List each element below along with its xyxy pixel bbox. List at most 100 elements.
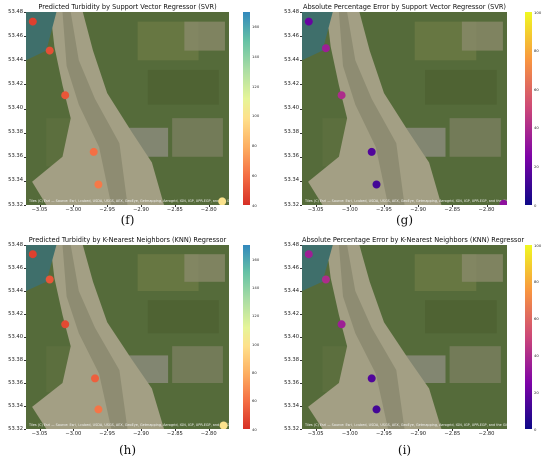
colorbar-tick-label: 120 (252, 83, 260, 89)
colorbar-tick-label: 40 (252, 426, 257, 432)
map-plot-area: Tiles (C) Esri — Source: Esri, i-cubed, … (302, 245, 507, 429)
colorbar-tick-label: 0 (534, 202, 537, 208)
x-tick-mark (141, 429, 142, 431)
y-tick-mark (24, 60, 26, 61)
y-tick-label: 53.34 (284, 402, 299, 409)
y-tick-label: 53.38 (8, 356, 23, 363)
y-tick-mark (24, 383, 26, 384)
y-tick-mark (24, 337, 26, 338)
colorbar-tick-label: 140 (252, 54, 260, 60)
y-tick-label: 53.42 (8, 80, 23, 87)
colorbar (243, 245, 250, 429)
y-tick-mark (300, 12, 302, 13)
y-tick-label: 53.44 (284, 56, 299, 63)
x-tick-label: −3.00 (65, 207, 82, 213)
colorbar-tick-label: 80 (252, 369, 257, 375)
colorbar-tick-label: 60 (534, 86, 539, 92)
y-tick-label: 53.44 (8, 287, 23, 294)
y-tick-mark (300, 180, 302, 182)
map-svg: Tiles (C) Esri — Source: Esri, i-cubed, … (26, 245, 229, 429)
x-tick-mark (315, 429, 317, 431)
colorbar-tick-label: 60 (534, 316, 539, 322)
y-tick-label: 53.36 (284, 153, 299, 160)
x-tick-mark (73, 429, 74, 431)
x-tick-label: −2.80 (478, 207, 495, 213)
map-svg: Tiles (C) Esri — Source: Esri, i-cubed, … (26, 12, 229, 205)
y-tick-mark (24, 12, 26, 13)
data-point (321, 275, 330, 284)
x-tick-label: −3.00 (341, 431, 358, 437)
river-channel (338, 12, 405, 205)
colorbar-tick-label: 20 (534, 163, 539, 169)
x-tick-mark (452, 205, 453, 207)
data-point (372, 405, 381, 414)
y-tick-label: 53.42 (8, 310, 23, 317)
x-tick-label: −3.00 (65, 431, 82, 437)
y-tick-mark (24, 132, 26, 134)
x-tick-label: −2.80 (200, 207, 217, 213)
y-tick-label: 53.48 (8, 241, 23, 248)
y-tick-label: 53.46 (284, 264, 299, 271)
y-tick-label: 53.36 (8, 379, 23, 386)
y-tick-mark (24, 314, 26, 315)
y-tick-label: 53.44 (8, 56, 23, 63)
data-point (337, 91, 346, 100)
y-tick-label: 53.34 (8, 402, 23, 409)
y-tick-mark (24, 205, 26, 206)
colorbar-tick-label: 20 (534, 389, 539, 395)
data-point (304, 250, 313, 259)
y-tick-mark (24, 180, 26, 182)
y-tick-label: 53.46 (8, 264, 23, 271)
map-plot-area: Tiles (C) Esri — Source: Esri, i-cubed, … (302, 12, 507, 205)
x-tick-mark (174, 205, 176, 207)
y-tick-label: 53.32 (8, 201, 23, 208)
y-tick-mark (24, 156, 26, 158)
x-tick-mark (315, 205, 317, 207)
x-tick-label: −3.05 (31, 207, 48, 213)
y-tick-label: 53.32 (284, 201, 299, 208)
x-tick-mark (73, 205, 74, 207)
x-tick-label: −3.05 (307, 431, 324, 437)
map-attribution: Tiles (C) Esri — Source: Esri, i-cubed, … (28, 199, 229, 203)
x-tick-mark (349, 205, 351, 207)
y-tick-mark (24, 36, 26, 37)
data-point (28, 17, 37, 26)
data-point (367, 374, 376, 383)
y-tick-label: 53.40 (284, 333, 299, 340)
x-tick-label: −2.95 (99, 207, 116, 213)
y-tick-label: 53.48 (8, 8, 23, 15)
x-tick-mark (486, 429, 488, 431)
x-tick-mark (174, 429, 176, 431)
x-tick-label: −2.90 (133, 431, 149, 437)
y-tick-label: 53.46 (8, 32, 23, 39)
y-tick-label: 53.40 (284, 105, 299, 111)
land-patch (172, 118, 223, 157)
x-tick-mark (141, 205, 142, 207)
x-tick-label: −2.95 (376, 431, 392, 437)
land-patch (184, 254, 225, 282)
y-tick-mark (300, 245, 302, 246)
y-tick-mark (24, 406, 26, 407)
panel-caption: (i) (397, 443, 412, 457)
x-tick-label: −3.05 (307, 207, 324, 213)
colorbar-tick-label: 160 (252, 256, 260, 262)
map-attribution: Tiles (C) Esri — Source: Esri, i-cubed, … (304, 423, 507, 427)
panel-caption: (h) (118, 443, 137, 457)
y-tick-mark (24, 245, 26, 246)
y-tick-mark (24, 108, 26, 110)
colorbar-tick-label: 80 (534, 279, 539, 285)
colorbar-tick-label: 120 (252, 313, 260, 319)
y-tick-mark (300, 36, 302, 37)
x-tick-mark (384, 205, 385, 207)
colorbar-tick-label: 60 (252, 398, 257, 404)
colorbar-tick-label: 80 (252, 143, 257, 149)
colorbar-tick-label: 140 (252, 284, 260, 290)
x-tick-label: −2.95 (376, 207, 392, 213)
x-tick-label: −3.00 (341, 207, 358, 213)
y-tick-label: 53.36 (284, 379, 299, 386)
x-tick-label: −2.80 (200, 431, 217, 437)
map-svg: Tiles (C) Esri — Source: Esri, i-cubed, … (302, 12, 507, 205)
y-tick-mark (300, 108, 302, 110)
x-tick-mark (107, 429, 108, 431)
colorbar (243, 12, 250, 205)
